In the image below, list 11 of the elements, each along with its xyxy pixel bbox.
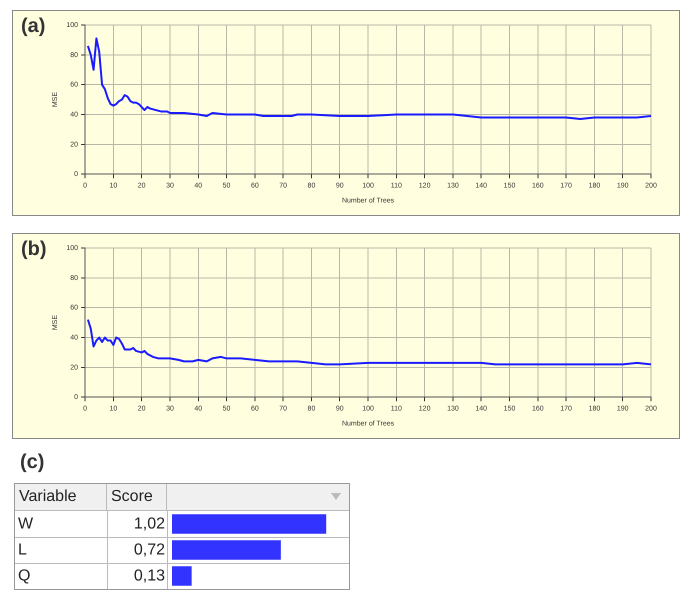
data-label: 0,72 [134, 541, 166, 558]
chart-title: (a) [21, 15, 46, 38]
y-tick-label: Q [18, 567, 30, 584]
x-axis-title: Score [107, 484, 167, 510]
y-tick-label: L [18, 541, 27, 558]
y-tick-label: W [18, 515, 34, 532]
data-label: 1,02 [134, 515, 166, 532]
y-axis-title: Variable [15, 484, 107, 510]
chart-title: (c) [20, 451, 44, 474]
chart-title: (b) [21, 238, 47, 261]
data-label: 0,13 [134, 567, 166, 584]
